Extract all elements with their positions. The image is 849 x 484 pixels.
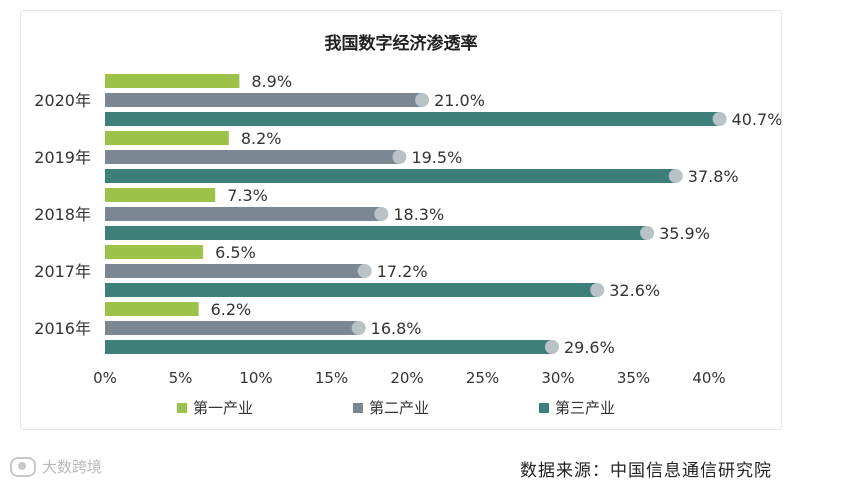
bar (105, 226, 648, 240)
bar (105, 93, 423, 107)
bar (105, 112, 720, 126)
x-tick-label: 10% (239, 369, 272, 387)
bar (105, 321, 359, 335)
x-tick-label: 0% (93, 369, 117, 387)
chart-panel: 我国数字经济渗透率 2020年 8.9% 21.0% 40.7% 2019年 8.2% 19.… (20, 10, 782, 430)
data-label: 21.0% (434, 91, 485, 110)
legend-swatch (177, 403, 187, 413)
bar (105, 207, 382, 221)
legend-swatch (353, 403, 363, 413)
category-label: 2017年 (34, 262, 91, 281)
category-label: 2018年 (34, 205, 91, 224)
bar (105, 340, 552, 354)
data-label: 32.6% (609, 281, 660, 300)
x-tick-label: 15% (315, 369, 348, 387)
bar-cap (415, 93, 430, 107)
data-label: 19.5% (411, 148, 462, 167)
legend-label: 第一产业 (193, 399, 253, 417)
data-label: 29.6% (564, 338, 615, 357)
watermark-text: 大数跨境 (42, 458, 103, 476)
bar (105, 169, 676, 183)
bar (105, 74, 240, 88)
bar-cap (351, 321, 366, 335)
x-tick-label: 30% (541, 369, 574, 387)
legend-swatch (539, 403, 549, 413)
bar (105, 150, 400, 164)
bar-cap (668, 169, 683, 183)
bar (105, 131, 229, 145)
data-label: 35.9% (659, 224, 710, 243)
bar (105, 188, 216, 202)
logo-icon (10, 456, 36, 477)
x-tick-label: 5% (169, 369, 193, 387)
x-tick-label: 35% (617, 369, 650, 387)
bar-cap (640, 226, 655, 240)
bar-cap (357, 264, 372, 278)
data-label: 7.3% (227, 186, 268, 205)
data-label: 37.8% (688, 167, 739, 186)
bar (105, 245, 204, 259)
data-label: 16.8% (371, 319, 422, 338)
x-tick-label: 20% (390, 369, 423, 387)
bar-cap (544, 340, 559, 354)
data-label: 17.2% (377, 262, 428, 281)
data-label: 40.7% (732, 110, 781, 129)
chart-title: 我国数字经济渗透率 (325, 33, 478, 54)
data-label: 6.5% (215, 243, 256, 262)
bar (105, 302, 199, 316)
x-tick-label: 25% (466, 369, 499, 387)
data-label: 6.2% (211, 300, 252, 319)
data-label: 8.9% (251, 72, 292, 91)
category-label: 2016年 (34, 319, 91, 338)
data-label: 18.3% (393, 205, 444, 224)
data-label: 8.2% (241, 129, 282, 148)
category-label: 2020年 (34, 91, 91, 110)
category-label: 2019年 (34, 148, 91, 167)
bar-chart: 我国数字经济渗透率 2020年 8.9% 21.0% 40.7% 2019年 8.2% 19.… (34, 33, 781, 417)
legend-label: 第二产业 (369, 399, 429, 417)
bar-cap (712, 112, 727, 126)
bar-cap (392, 150, 407, 164)
bar-cap (374, 207, 389, 221)
x-tick-label: 40% (692, 369, 725, 387)
source-note: 数据来源：中国信息通信研究院 (520, 461, 772, 481)
bar (105, 264, 365, 278)
bar-cap (590, 283, 605, 297)
watermark-logo: 大数跨境 (10, 456, 102, 477)
legend-label: 第三产业 (555, 399, 615, 417)
bar (105, 283, 598, 297)
